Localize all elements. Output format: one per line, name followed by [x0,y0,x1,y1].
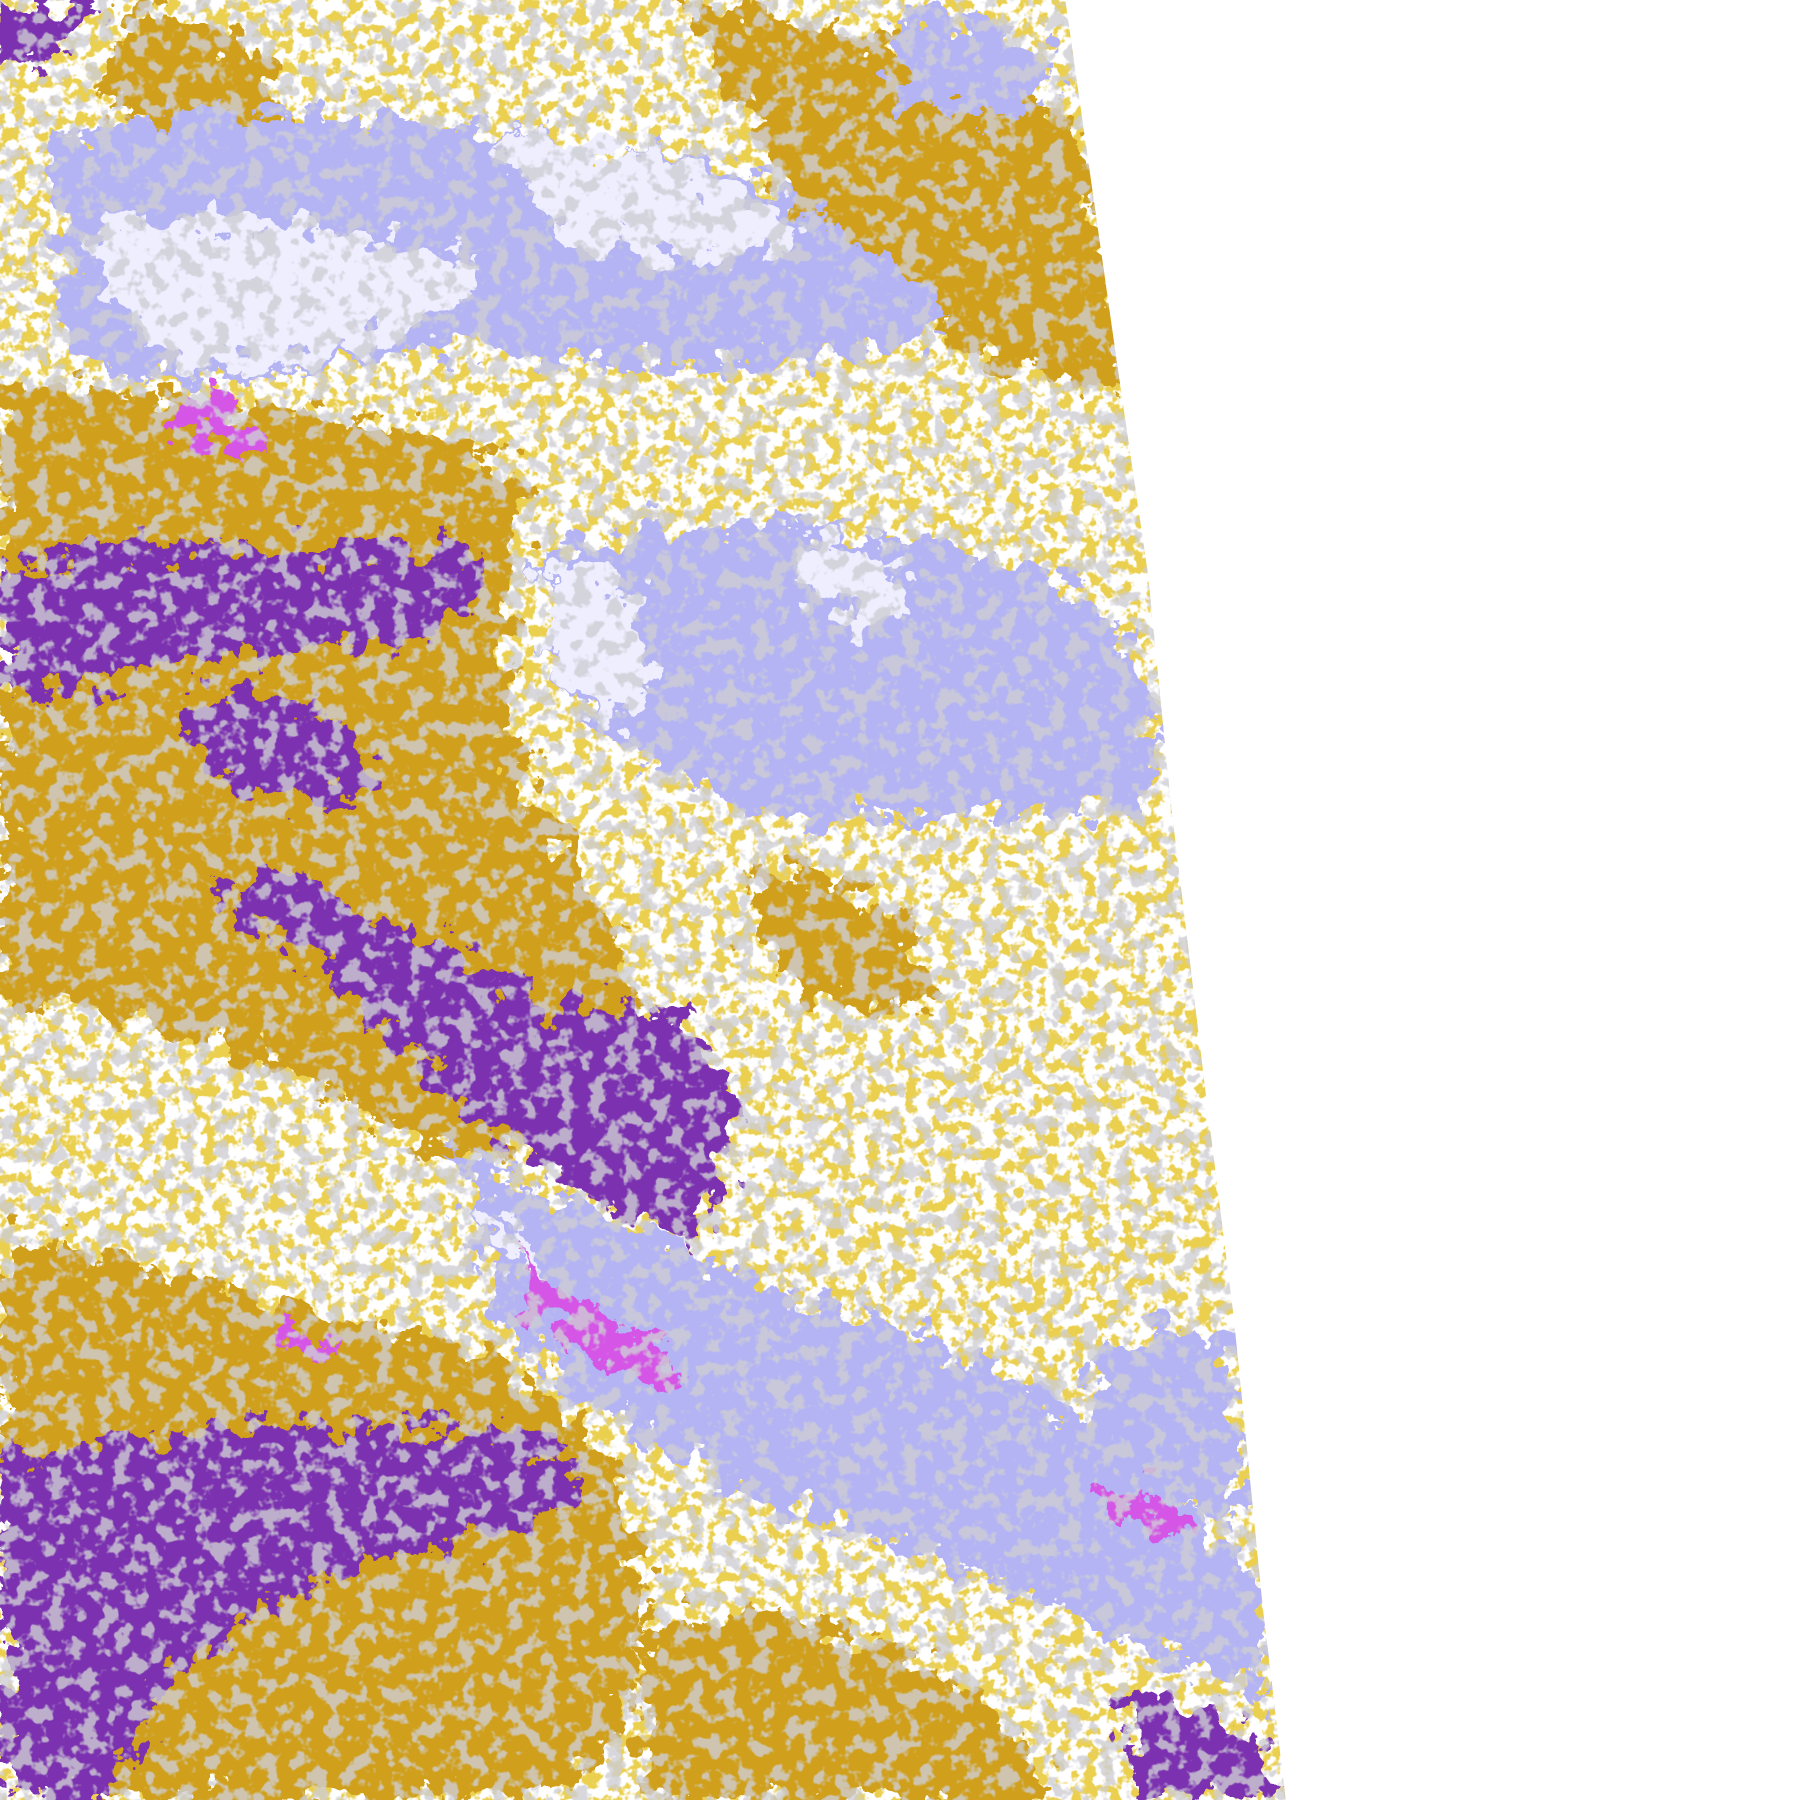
cloud-edge-speckle [0,0,1286,1800]
swath [0,0,1286,1800]
